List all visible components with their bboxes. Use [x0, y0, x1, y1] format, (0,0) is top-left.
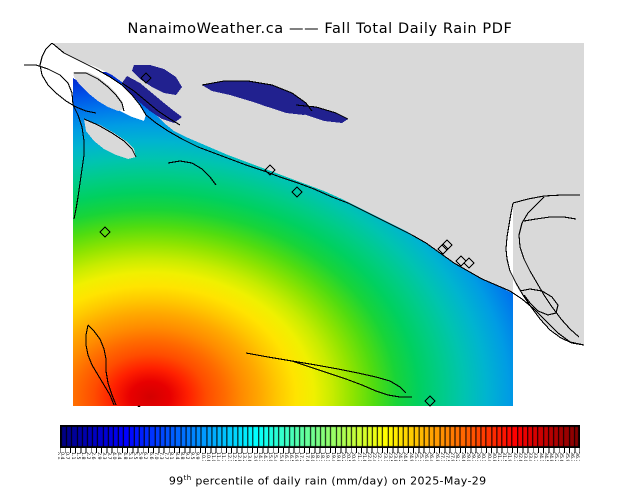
coastline-southwest-peninsula	[85, 324, 115, 406]
colorbar-tick-labels: 0.0 0.4 0.7 1.1 1.5 1.8 2.2 2.6 2.9 3.3 3.7 4.0 4.4 4…	[58, 452, 584, 461]
coastline-island-inner-a	[518, 196, 580, 338]
landmass-layer	[52, 43, 584, 345]
coastline-inlet-channel	[295, 104, 349, 120]
coastline-southwest-peninsula-inner	[87, 324, 117, 406]
coastline-island-inner-c	[519, 288, 559, 316]
colorbar-caption: 99th percentile of daily rain (mm/day) o…	[0, 461, 640, 501]
weather-figure: NanaimoWeather.ca —— Fall Total Daily Ra…	[24, 21, 584, 488]
coastline-northwest-arc	[39, 43, 97, 114]
caption-rest: percentile of daily rain (mm/day) on 202…	[191, 474, 487, 488]
inlet-bay-b	[132, 65, 182, 95]
coastline-west-inlet	[72, 104, 85, 220]
coastline-island-east	[505, 202, 584, 346]
diamond-marker[interactable]	[140, 72, 152, 84]
colorbar-tick-label: 36.7	[574, 452, 580, 461]
inlet-strait-a	[122, 76, 182, 123]
coastline-island-inner-b	[523, 216, 577, 222]
nodata-southeast	[506, 203, 584, 406]
vancouver-island-south	[504, 195, 584, 345]
map-axes	[24, 43, 584, 407]
coastline-mid-notch	[167, 160, 217, 186]
diamond-marker[interactable]	[291, 186, 303, 198]
island-detail-a	[73, 72, 124, 111]
island-detail-b	[84, 119, 136, 159]
coastline-island-detail-b	[83, 118, 137, 158]
station-markers-layer	[99, 72, 475, 407]
inlet-channel-d	[294, 105, 348, 123]
caption-prefix: 99	[168, 474, 184, 488]
coastline-inlet-sound	[201, 80, 313, 112]
mainland-north	[52, 43, 584, 345]
coastline-south-spit-lower	[291, 360, 412, 398]
water-inlet-layer	[122, 65, 348, 123]
nodata-west-strip	[24, 65, 73, 406]
colorbar[interactable]	[60, 425, 580, 448]
diamond-marker[interactable]	[424, 395, 436, 407]
colorbar-ticks	[60, 448, 580, 453]
diamond-marker[interactable]	[463, 257, 475, 269]
coastline-main	[51, 43, 584, 346]
caption-ordinal-suffix: th	[183, 474, 192, 482]
diamond-marker[interactable]	[99, 226, 111, 238]
diamond-marker[interactable]	[441, 239, 453, 251]
coastline-island-north	[512, 194, 580, 204]
coastline-inlet-strait	[121, 82, 181, 126]
colorbar-gradient	[60, 425, 580, 448]
diamond-marker[interactable]	[264, 164, 276, 176]
landmass-detail-layer	[73, 72, 136, 159]
page-title: NanaimoWeather.ca —— Fall Total Daily Ra…	[127, 21, 513, 37]
inlet-sound-c	[202, 81, 312, 115]
coastline-island-detail-a	[74, 72, 125, 112]
coastline-west-outer	[24, 64, 74, 106]
coastline-layer	[24, 43, 584, 406]
coastline-south-spit	[245, 352, 407, 394]
